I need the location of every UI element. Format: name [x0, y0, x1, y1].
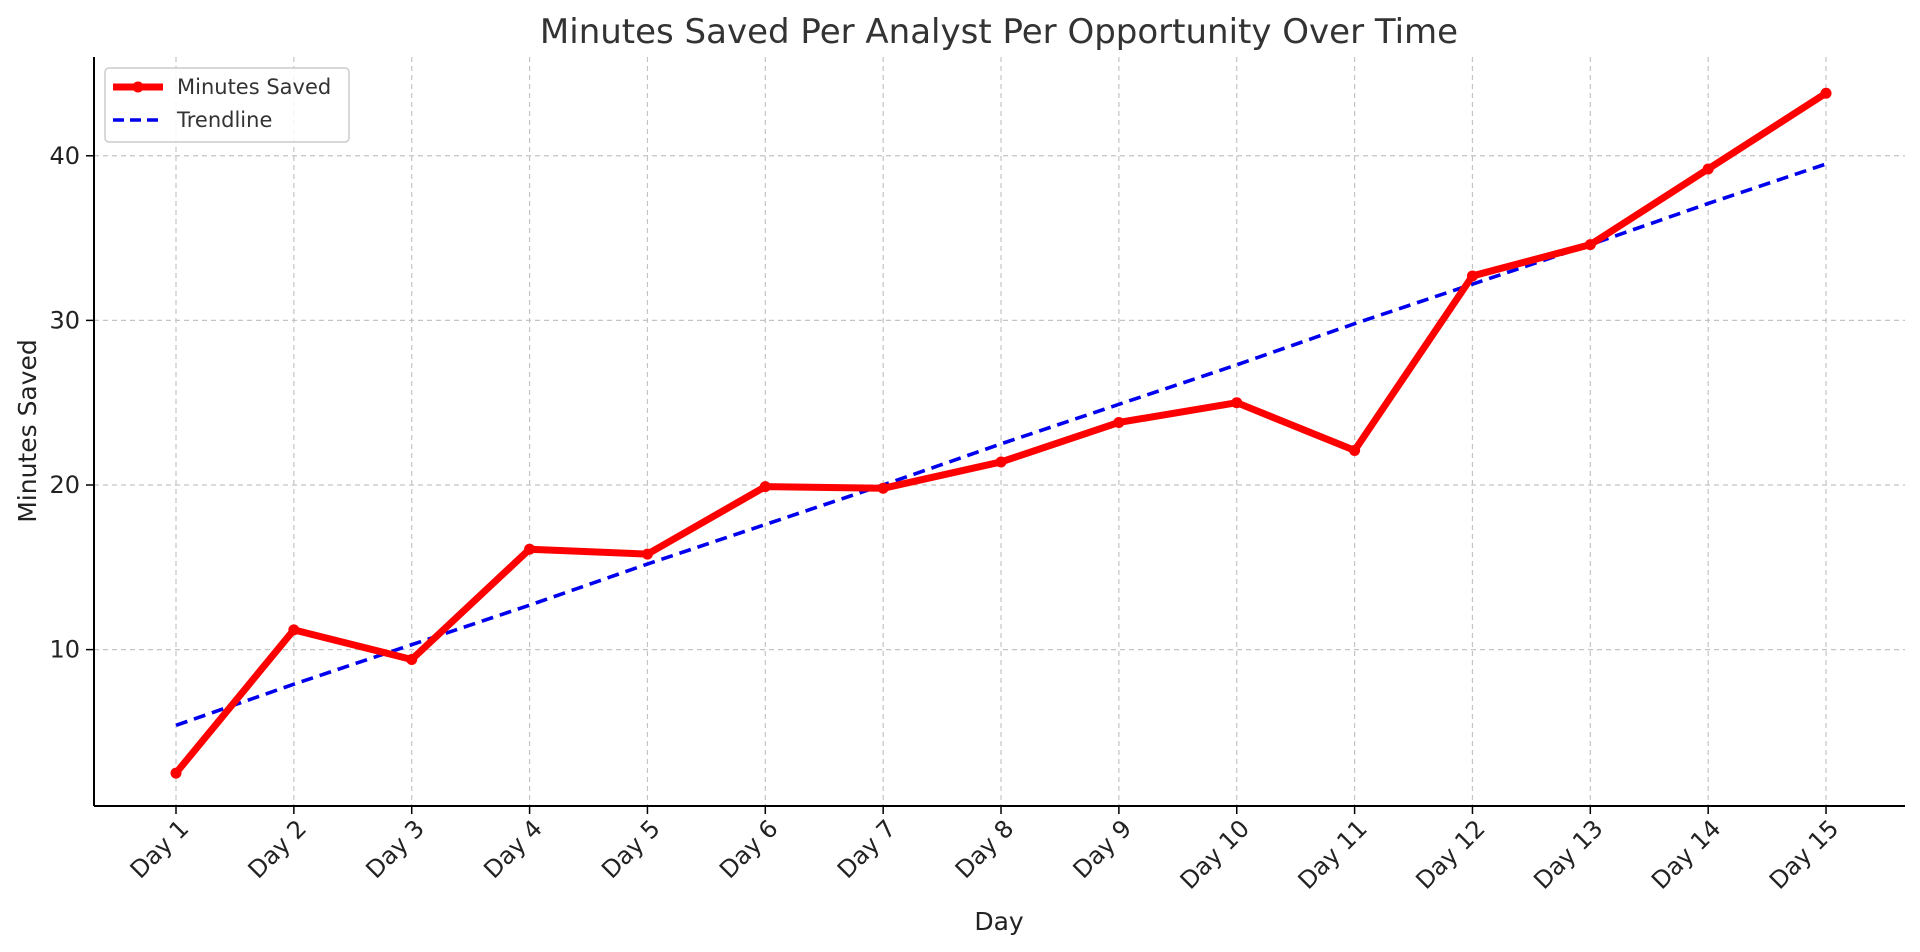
x-tick-label: Day 10: [1175, 814, 1255, 894]
legend-label-trendline: Trendline: [176, 108, 272, 132]
minutes-saved-point: [1113, 416, 1125, 428]
y-tick-label: 20: [49, 471, 80, 499]
minutes-saved-point: [1466, 270, 1478, 282]
x-tick-label: Day 6: [714, 814, 784, 884]
minutes-saved-point: [641, 548, 653, 560]
legend: Minutes Saved Trendline: [104, 67, 350, 143]
ticks: Day 1 Day 2 Day 3 Day 4 Day 5 Day 6 Day 7 Day 8…: [49, 142, 1844, 895]
x-tick-label: Day 11: [1293, 814, 1373, 894]
legend-marker-minutes-saved: [132, 81, 144, 93]
x-tick-label: Day 14: [1646, 814, 1726, 894]
minutes-saved-point: [1584, 239, 1596, 251]
legend-label-minutes-saved: Minutes Saved: [177, 75, 331, 99]
x-tick-label: Day 8: [950, 814, 1020, 884]
x-tick-label: Day 4: [478, 814, 548, 884]
y-tick-label: 40: [49, 142, 80, 170]
legend-box: [104, 67, 350, 143]
y-axis-label: Minutes Saved: [13, 339, 42, 523]
minutes-saved-point: [288, 624, 300, 636]
minutes-saved-point: [406, 653, 418, 665]
x-tick-label: Day 3: [360, 814, 430, 884]
minutes-saved-point: [1702, 163, 1714, 175]
x-tick-label: Day 12: [1410, 814, 1490, 894]
x-axis-label: Day: [974, 907, 1024, 936]
minutes-saved-point: [759, 481, 771, 493]
minutes-saved-point: [995, 456, 1007, 468]
minutes-saved-point: [1231, 397, 1243, 409]
x-tick-label: Day 2: [243, 814, 313, 884]
x-tick-label: Day 15: [1764, 814, 1844, 894]
x-tick-label: Day 1: [125, 814, 195, 884]
minutes-saved-point: [1820, 87, 1832, 99]
series: [170, 87, 1832, 779]
x-tick-label: Day 13: [1528, 814, 1608, 894]
chart-title: Minutes Saved Per Analyst Per Opportunit…: [540, 12, 1458, 52]
x-tick-label: Day 7: [832, 814, 902, 884]
minutes-saved-point: [1349, 444, 1361, 456]
axes: [93, 57, 1905, 807]
y-tick-label: 30: [49, 306, 80, 334]
y-tick-label: 10: [49, 636, 80, 664]
grid: [94, 57, 1905, 806]
x-tick-label: Day 5: [596, 814, 666, 884]
minutes-saved-point: [524, 543, 536, 555]
minutes-saved-point: [170, 767, 182, 779]
x-tick-label: Day 9: [1068, 814, 1138, 884]
minutes-saved-point: [877, 482, 889, 494]
